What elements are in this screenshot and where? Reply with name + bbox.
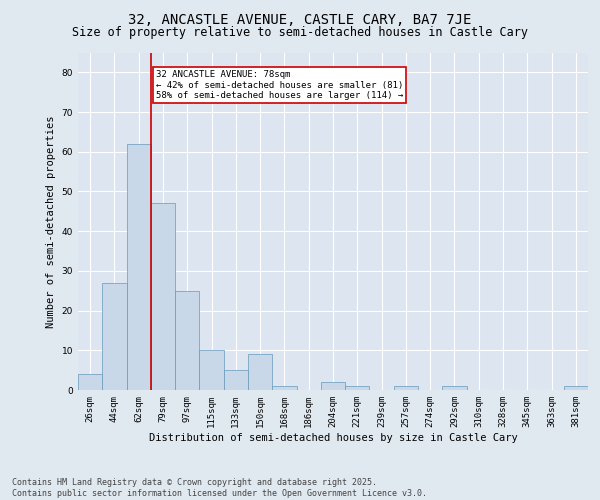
Text: 32, ANCASTLE AVENUE, CASTLE CARY, BA7 7JE: 32, ANCASTLE AVENUE, CASTLE CARY, BA7 7J… — [128, 12, 472, 26]
X-axis label: Distribution of semi-detached houses by size in Castle Cary: Distribution of semi-detached houses by … — [149, 432, 517, 442]
Bar — [394, 386, 418, 390]
Bar — [345, 386, 370, 390]
Bar — [442, 386, 467, 390]
Text: Contains HM Land Registry data © Crown copyright and database right 2025.
Contai: Contains HM Land Registry data © Crown c… — [12, 478, 427, 498]
Text: 32 ANCASTLE AVENUE: 78sqm
← 42% of semi-detached houses are smaller (81)
58% of : 32 ANCASTLE AVENUE: 78sqm ← 42% of semi-… — [156, 70, 403, 100]
Bar — [102, 283, 127, 390]
Bar — [248, 354, 272, 390]
Text: Size of property relative to semi-detached houses in Castle Cary: Size of property relative to semi-detach… — [72, 26, 528, 39]
Bar — [564, 386, 588, 390]
Bar — [321, 382, 345, 390]
Bar — [151, 204, 175, 390]
Bar — [175, 290, 199, 390]
Bar — [127, 144, 151, 390]
Bar — [78, 374, 102, 390]
Bar — [199, 350, 224, 390]
Bar — [272, 386, 296, 390]
Bar — [224, 370, 248, 390]
Y-axis label: Number of semi-detached properties: Number of semi-detached properties — [46, 115, 56, 328]
